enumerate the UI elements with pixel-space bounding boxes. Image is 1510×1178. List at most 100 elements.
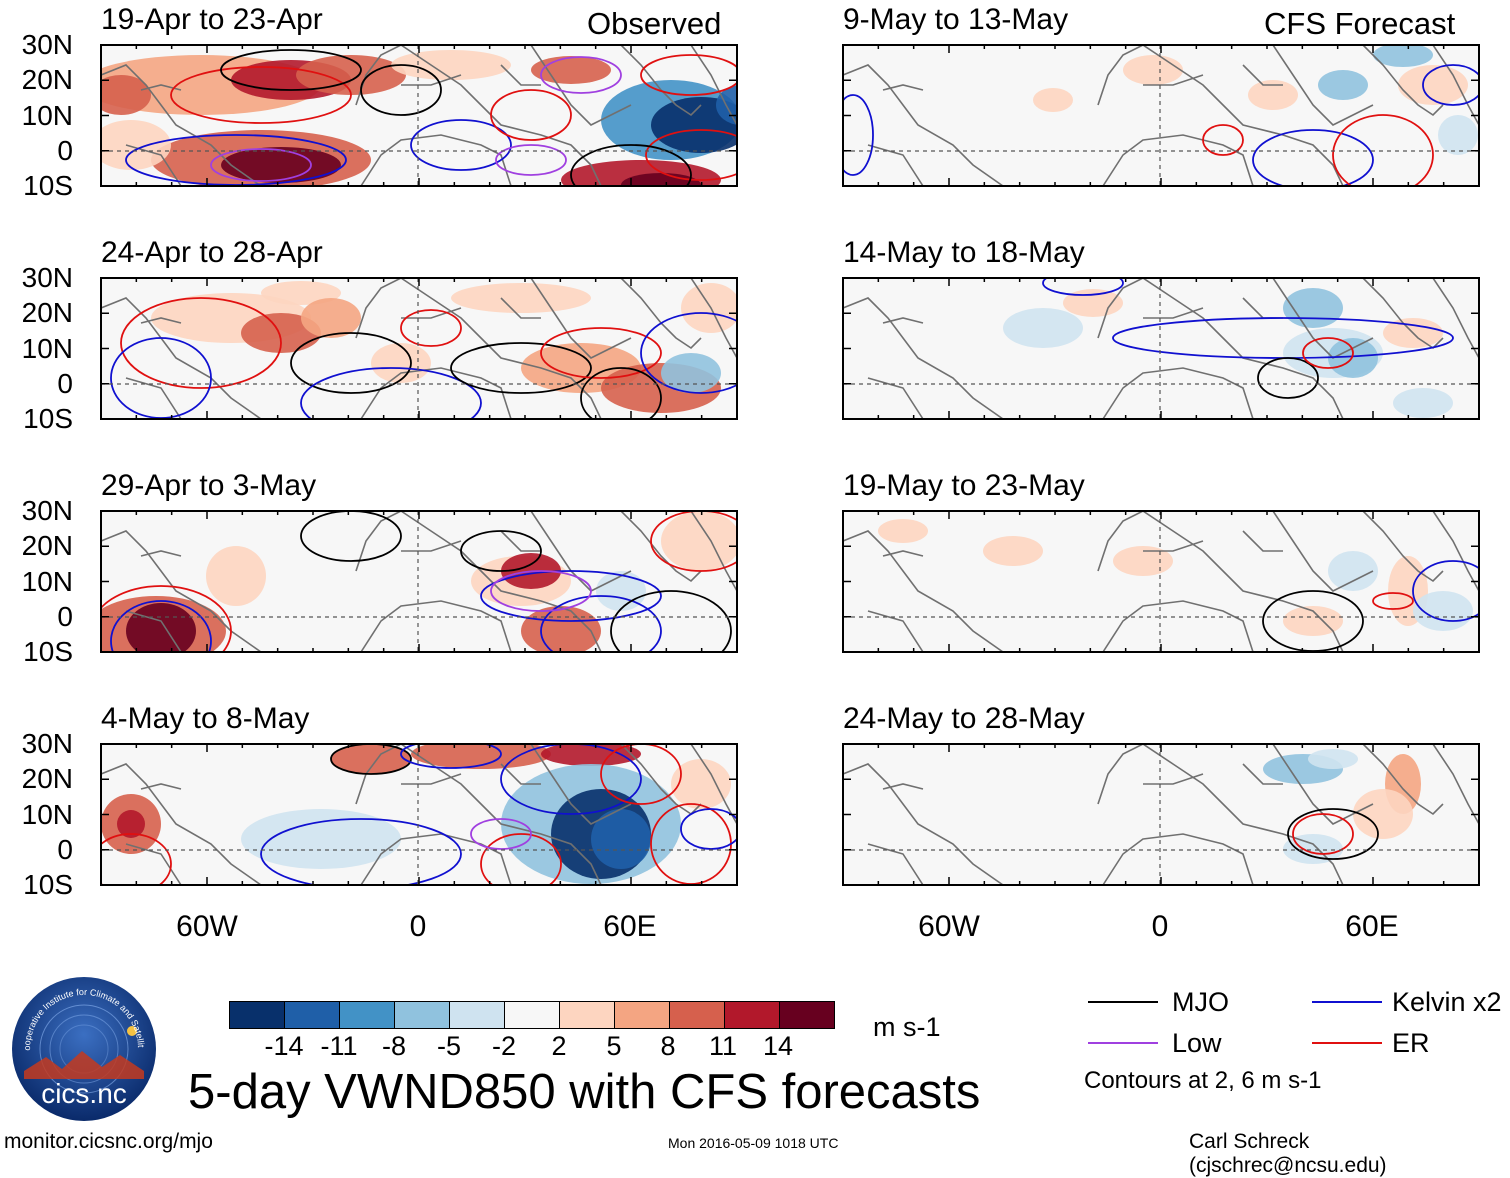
coastline	[1143, 773, 1204, 785]
filtered-contour	[490, 570, 592, 612]
coastline	[1143, 307, 1204, 319]
colorbar-swatch	[670, 1002, 725, 1028]
figure-title: 5-day VWND850 with CFS forecasts	[188, 1065, 981, 1119]
filtered-contour	[1042, 278, 1124, 296]
wind-anomaly-shading	[1283, 606, 1343, 636]
colorbar-swatch	[725, 1002, 780, 1028]
wind-anomaly-shading	[671, 759, 731, 809]
lat-label: 0	[57, 135, 73, 166]
coastline	[500, 64, 541, 86]
map-panel-p3	[100, 510, 738, 653]
coastline	[1102, 367, 1254, 419]
colorbar-tick-label: 14	[762, 1031, 794, 1061]
filtered-contour	[600, 744, 682, 805]
filtered-contour	[120, 297, 282, 389]
coastline	[125, 843, 182, 885]
filtered-contour	[450, 342, 592, 394]
coastline	[867, 377, 924, 419]
coastline	[882, 317, 924, 324]
legend-label-low: Low	[1172, 1028, 1222, 1058]
filtered-contour	[170, 66, 352, 124]
map-panel-p4	[100, 743, 738, 886]
wind-anomaly-shading	[331, 744, 411, 774]
filtered-contour	[220, 49, 362, 91]
colorbar-swatch	[505, 1002, 560, 1028]
map-panel-p5	[842, 44, 1480, 187]
wind-anomaly-shading	[206, 546, 266, 606]
coastline	[500, 530, 541, 552]
filtered-contour	[640, 312, 737, 394]
coastline	[867, 610, 924, 652]
colorbar-swatch	[230, 1002, 285, 1028]
coastline	[360, 600, 512, 652]
wind-anomaly-shading	[1398, 65, 1468, 105]
lat-label: 10N	[21, 333, 73, 364]
wind-anomaly-shading	[661, 511, 737, 571]
filtered-contour	[1412, 560, 1479, 622]
coastline	[1242, 64, 1283, 86]
filtered-contour	[470, 818, 532, 850]
wind-anomaly-shading	[1113, 546, 1173, 576]
colorbar-tick-label: 11	[708, 1031, 738, 1061]
coastline	[1362, 511, 1444, 583]
coastline	[401, 773, 462, 785]
filtered-contour	[101, 833, 172, 885]
footer-url[interactable]: monitor.cicsnc.org/mjo	[4, 1130, 213, 1153]
coastline	[1102, 600, 1254, 652]
panel-title-p5: 9-May to 13-May	[843, 3, 1069, 36]
wind-anomaly-shading	[1318, 70, 1368, 100]
observed-header: Observed	[587, 6, 722, 41]
mountains-icon	[24, 1051, 144, 1079]
wind-anomaly-shading	[1063, 289, 1123, 317]
wind-anomaly-shading	[591, 809, 651, 869]
lat-label: 30N	[21, 29, 73, 60]
coastline	[1362, 744, 1444, 816]
lon-label: 0	[1151, 910, 1169, 943]
footer-author: Carl Schreck (cjschrec@ncsu.edu)	[1189, 1130, 1387, 1177]
coastline	[843, 64, 1004, 186]
colorbar-swatch	[450, 1002, 505, 1028]
coastline	[882, 783, 924, 790]
coastline	[843, 530, 1004, 652]
lat-label: 10S	[23, 170, 73, 201]
lon-label: 0	[409, 910, 427, 943]
coastline	[1242, 530, 1283, 552]
filtered-contour	[101, 585, 232, 652]
lon-label: 60E	[603, 910, 657, 943]
wind-anomaly-shading	[296, 55, 406, 95]
lat-label: 0	[57, 368, 73, 399]
coastline	[1102, 134, 1254, 186]
filtered-contour	[645, 129, 737, 181]
filtered-contour	[110, 600, 212, 652]
map-panel-p7	[842, 510, 1480, 653]
filtered-contour	[480, 833, 562, 885]
coastline	[882, 84, 924, 91]
filtered-contour	[260, 818, 462, 885]
wind-anomaly-shading	[1353, 789, 1413, 839]
coastline	[500, 297, 541, 319]
filtered-contour	[490, 89, 572, 141]
colorbar-swatch	[340, 1002, 395, 1028]
colorbar-swatch	[560, 1002, 615, 1028]
map-panel-p8	[842, 743, 1480, 886]
wind-anomaly-shading	[1438, 115, 1478, 155]
filtered-contour	[540, 56, 622, 94]
coastline	[500, 763, 541, 785]
lat-label: 10S	[23, 636, 73, 667]
wind-anomaly-shading	[541, 744, 641, 766]
filtered-contour	[580, 367, 662, 419]
coastline	[620, 45, 702, 117]
map-panel-p2	[100, 277, 738, 420]
lat-label: 20N	[21, 297, 73, 328]
filtered-contour	[540, 327, 662, 379]
wind-anomaly-shading	[1003, 308, 1083, 348]
colorbar-units: m s-1	[873, 1012, 941, 1042]
coastline	[101, 64, 262, 186]
coastline	[530, 278, 632, 359]
coastline	[843, 297, 1004, 419]
lat-label: 10N	[21, 100, 73, 131]
legend-note: Contours at 2, 6 m s-1	[1084, 1067, 1322, 1094]
lat-label: 30N	[21, 262, 73, 293]
filtered-contour	[290, 332, 412, 394]
wind-anomaly-shading	[101, 120, 171, 170]
